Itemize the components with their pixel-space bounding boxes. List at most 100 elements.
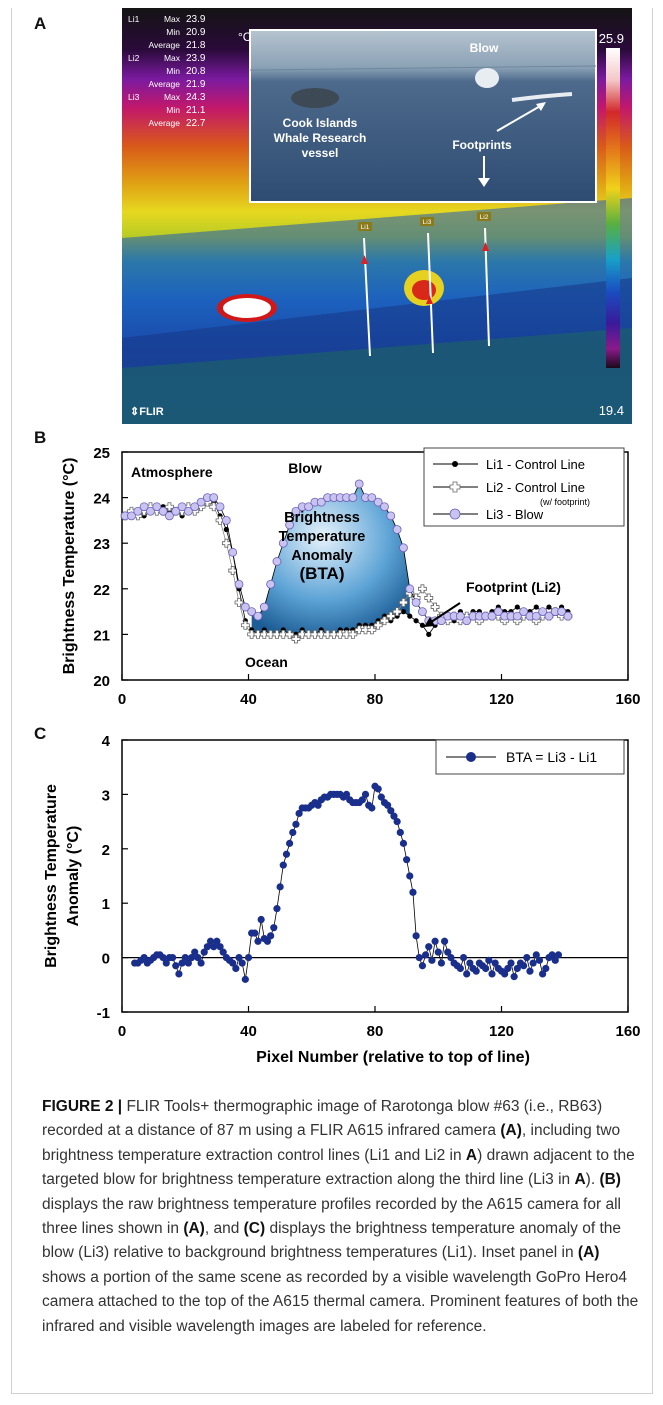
readout-min-label: Min xyxy=(166,66,180,76)
data-point xyxy=(221,516,231,525)
data-point xyxy=(253,611,263,621)
data-point xyxy=(181,954,189,962)
data-point xyxy=(434,948,442,956)
data-point xyxy=(247,607,257,617)
thermal-image: 25.9 19.4 ⇕FLIR Li1 Max 23.9 Min 20.9 Average… xyxy=(122,8,632,424)
data-point xyxy=(162,959,170,967)
data-point xyxy=(409,888,417,896)
x-tick-label: 120 xyxy=(489,691,514,708)
inset-vessel-label-3: vessel xyxy=(302,146,339,160)
data-point xyxy=(440,937,449,945)
readout-avg-value: 21.9 xyxy=(186,79,206,90)
data-point xyxy=(548,951,556,959)
data-point xyxy=(514,604,520,610)
data-point xyxy=(510,973,518,981)
data-point xyxy=(455,611,465,621)
data-point xyxy=(390,812,398,820)
data-point xyxy=(184,959,193,967)
data-point xyxy=(437,616,446,626)
data-point xyxy=(216,943,224,951)
data-point xyxy=(158,506,168,516)
data-point xyxy=(546,604,552,610)
data-point xyxy=(286,839,294,847)
readout-min-value: 21.1 xyxy=(186,105,206,116)
data-point xyxy=(431,937,439,945)
x-tick-label: 80 xyxy=(367,1023,384,1040)
data-point xyxy=(368,804,376,812)
data-point xyxy=(361,790,370,798)
data-point xyxy=(488,970,496,978)
readout-min-value: 20.8 xyxy=(186,66,206,77)
data-point xyxy=(291,506,301,516)
data-point xyxy=(399,543,408,553)
data-point xyxy=(491,959,499,967)
annotation-bta-3: (BTA) xyxy=(300,564,345,583)
li3-tag-label: Li3 xyxy=(423,219,432,226)
data-point xyxy=(295,809,303,818)
data-point xyxy=(172,962,180,970)
data-point xyxy=(399,598,408,607)
caption-text-7: displays the brightness temperature anom… xyxy=(42,1220,621,1262)
data-point xyxy=(238,959,246,967)
data-point xyxy=(532,951,540,959)
data-point xyxy=(551,956,559,964)
y-axis-label-1: Brightness Temperature xyxy=(43,784,60,968)
y-tick-label: 22 xyxy=(93,582,110,599)
data-point xyxy=(194,954,202,962)
legend-marker xyxy=(466,752,476,762)
legend-marker xyxy=(452,461,458,467)
data-point xyxy=(425,943,433,951)
readout-max-label: Max xyxy=(164,92,181,102)
data-point xyxy=(152,502,162,512)
caption-text-6: , and xyxy=(204,1220,244,1238)
data-point xyxy=(139,502,149,512)
data-point xyxy=(406,872,414,880)
data-point xyxy=(259,602,269,612)
data-point xyxy=(373,620,383,630)
data-point xyxy=(563,611,573,621)
inset-footprint-wake xyxy=(511,92,573,102)
readout-max-value: 24.3 xyxy=(186,92,206,103)
data-point xyxy=(240,602,250,612)
data-point xyxy=(221,538,231,548)
data-point xyxy=(400,609,407,615)
inset-blow xyxy=(475,68,499,88)
legend-label: BTA = Li3 - Li1 xyxy=(506,749,597,765)
unit-label: °C xyxy=(238,30,252,44)
data-point xyxy=(285,520,295,530)
data-point xyxy=(165,511,174,521)
data-point xyxy=(314,801,322,809)
y-tick-label: 23 xyxy=(93,536,110,553)
data-point xyxy=(177,502,187,512)
data-point xyxy=(273,905,281,913)
y-tick-label: 0 xyxy=(102,951,110,968)
data-point xyxy=(426,631,432,637)
data-point xyxy=(380,502,389,512)
data-point xyxy=(538,607,548,617)
x-tick-label: 160 xyxy=(615,691,640,708)
x-tick-label: 120 xyxy=(489,1023,514,1040)
x-tick-label: 40 xyxy=(240,691,257,708)
readout-min-label: Min xyxy=(166,105,180,115)
data-point xyxy=(292,820,300,828)
panel-b-letter: B xyxy=(34,428,47,447)
data-point xyxy=(533,604,539,610)
inset-vessel-label-1: Cook Islands xyxy=(283,116,358,130)
data-point xyxy=(419,622,426,628)
caption-ref-a2: A xyxy=(465,1146,478,1164)
legend-note: (w/ footprint) xyxy=(540,497,590,507)
vessel-hotspot-core xyxy=(223,298,271,318)
annotation-footprint: Footprint (Li2) xyxy=(466,579,561,595)
readout-avg-label: Average xyxy=(148,79,180,89)
data-point xyxy=(523,954,531,962)
annotation-ocean: Ocean xyxy=(245,654,288,670)
li2-max-marker xyxy=(482,242,489,251)
x-tick-label: 0 xyxy=(118,1023,126,1040)
data-point xyxy=(348,630,358,639)
readout-max-label: Max xyxy=(164,14,181,24)
x-tick-label: 80 xyxy=(367,691,384,708)
li3-max-marker xyxy=(426,295,433,304)
footprints-arrow-1 xyxy=(496,104,543,132)
data-point xyxy=(554,951,563,959)
